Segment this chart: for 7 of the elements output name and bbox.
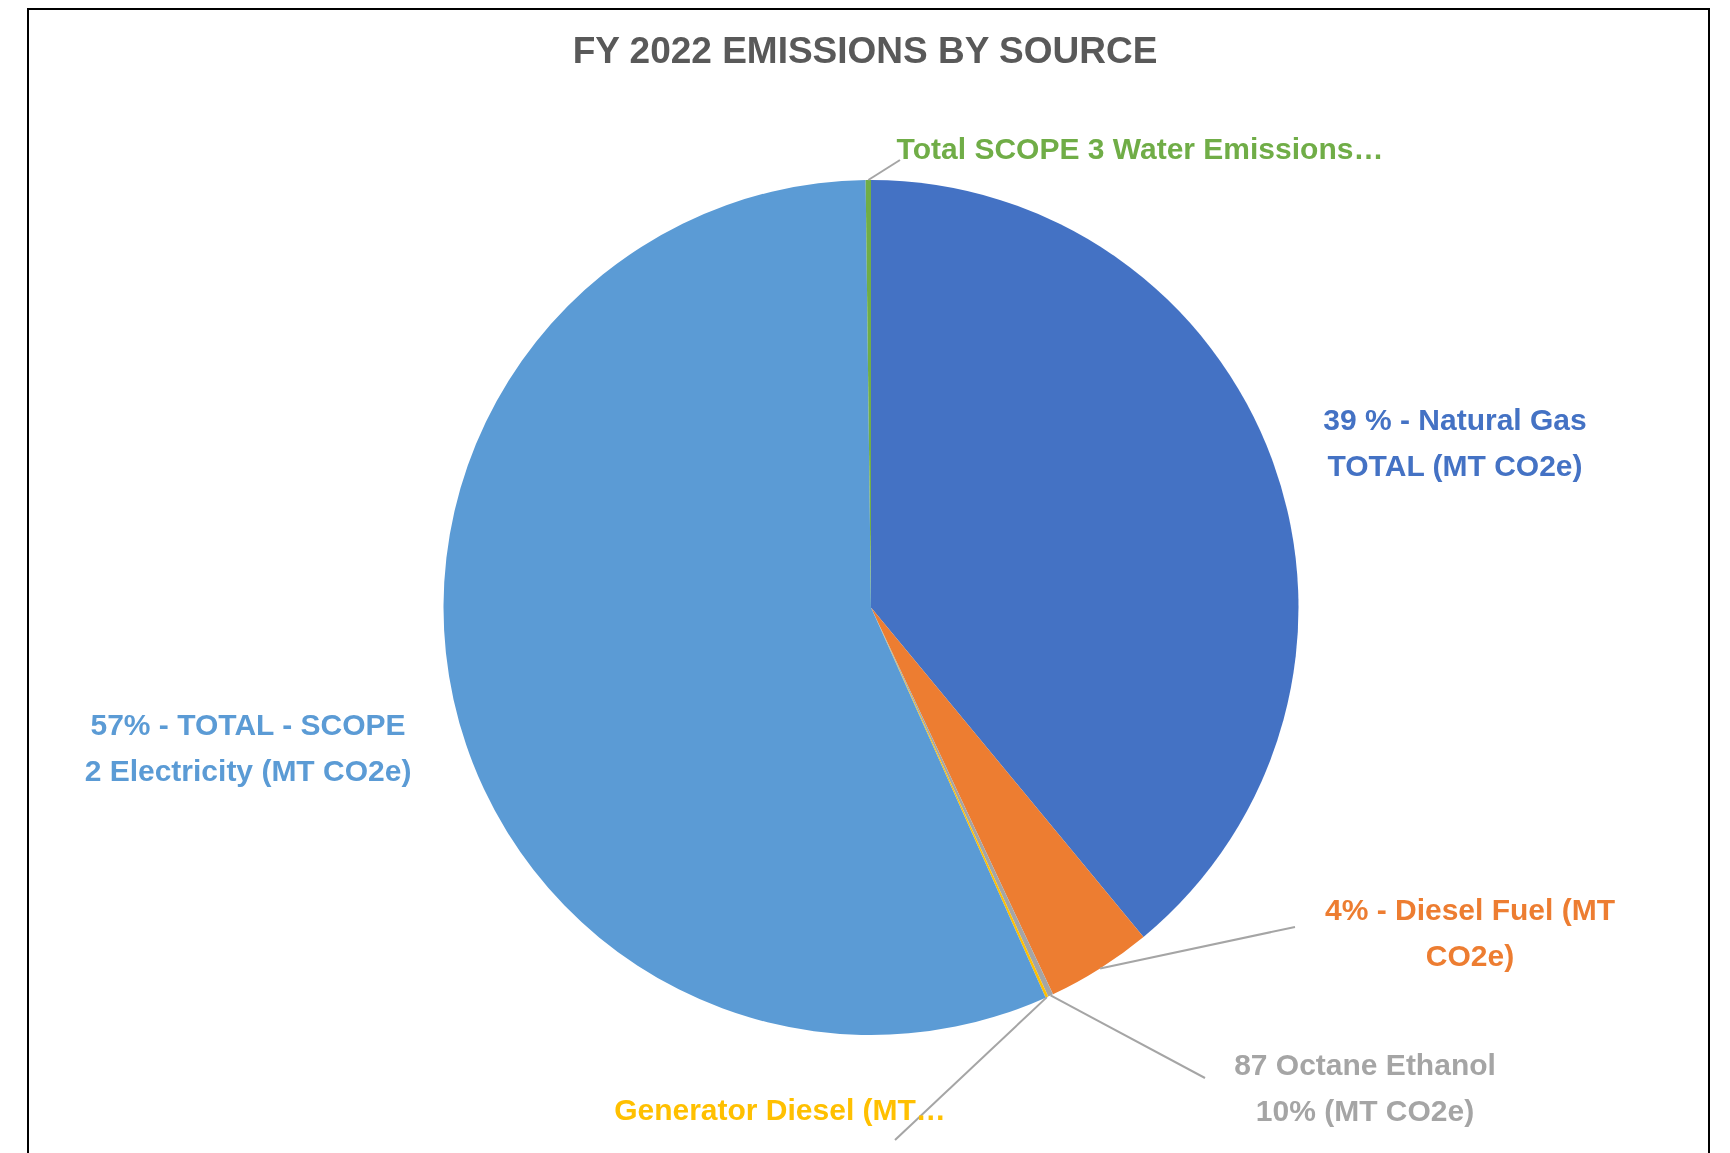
chart-title: FY 2022 EMISSIONS BY SOURCE <box>571 30 1159 72</box>
slice-label: 4% - Diesel Fuel (MT CO2e) <box>1324 893 1616 973</box>
slice-label: 87 Octane Ethanol 10% (MT CO2e) <box>1234 1048 1496 1128</box>
slice-label: 57% - TOTAL - SCOPE 2 Electricity (MT CO2e) <box>84 708 412 788</box>
slice-label: Total SCOPE 3 Water Emissions… <box>896 132 1384 166</box>
slice-label: Generator Diesel (MT… <box>614 1093 946 1127</box>
slice-label: 39 % - Natural Gas TOTAL (MT CO2e) <box>1323 403 1587 483</box>
